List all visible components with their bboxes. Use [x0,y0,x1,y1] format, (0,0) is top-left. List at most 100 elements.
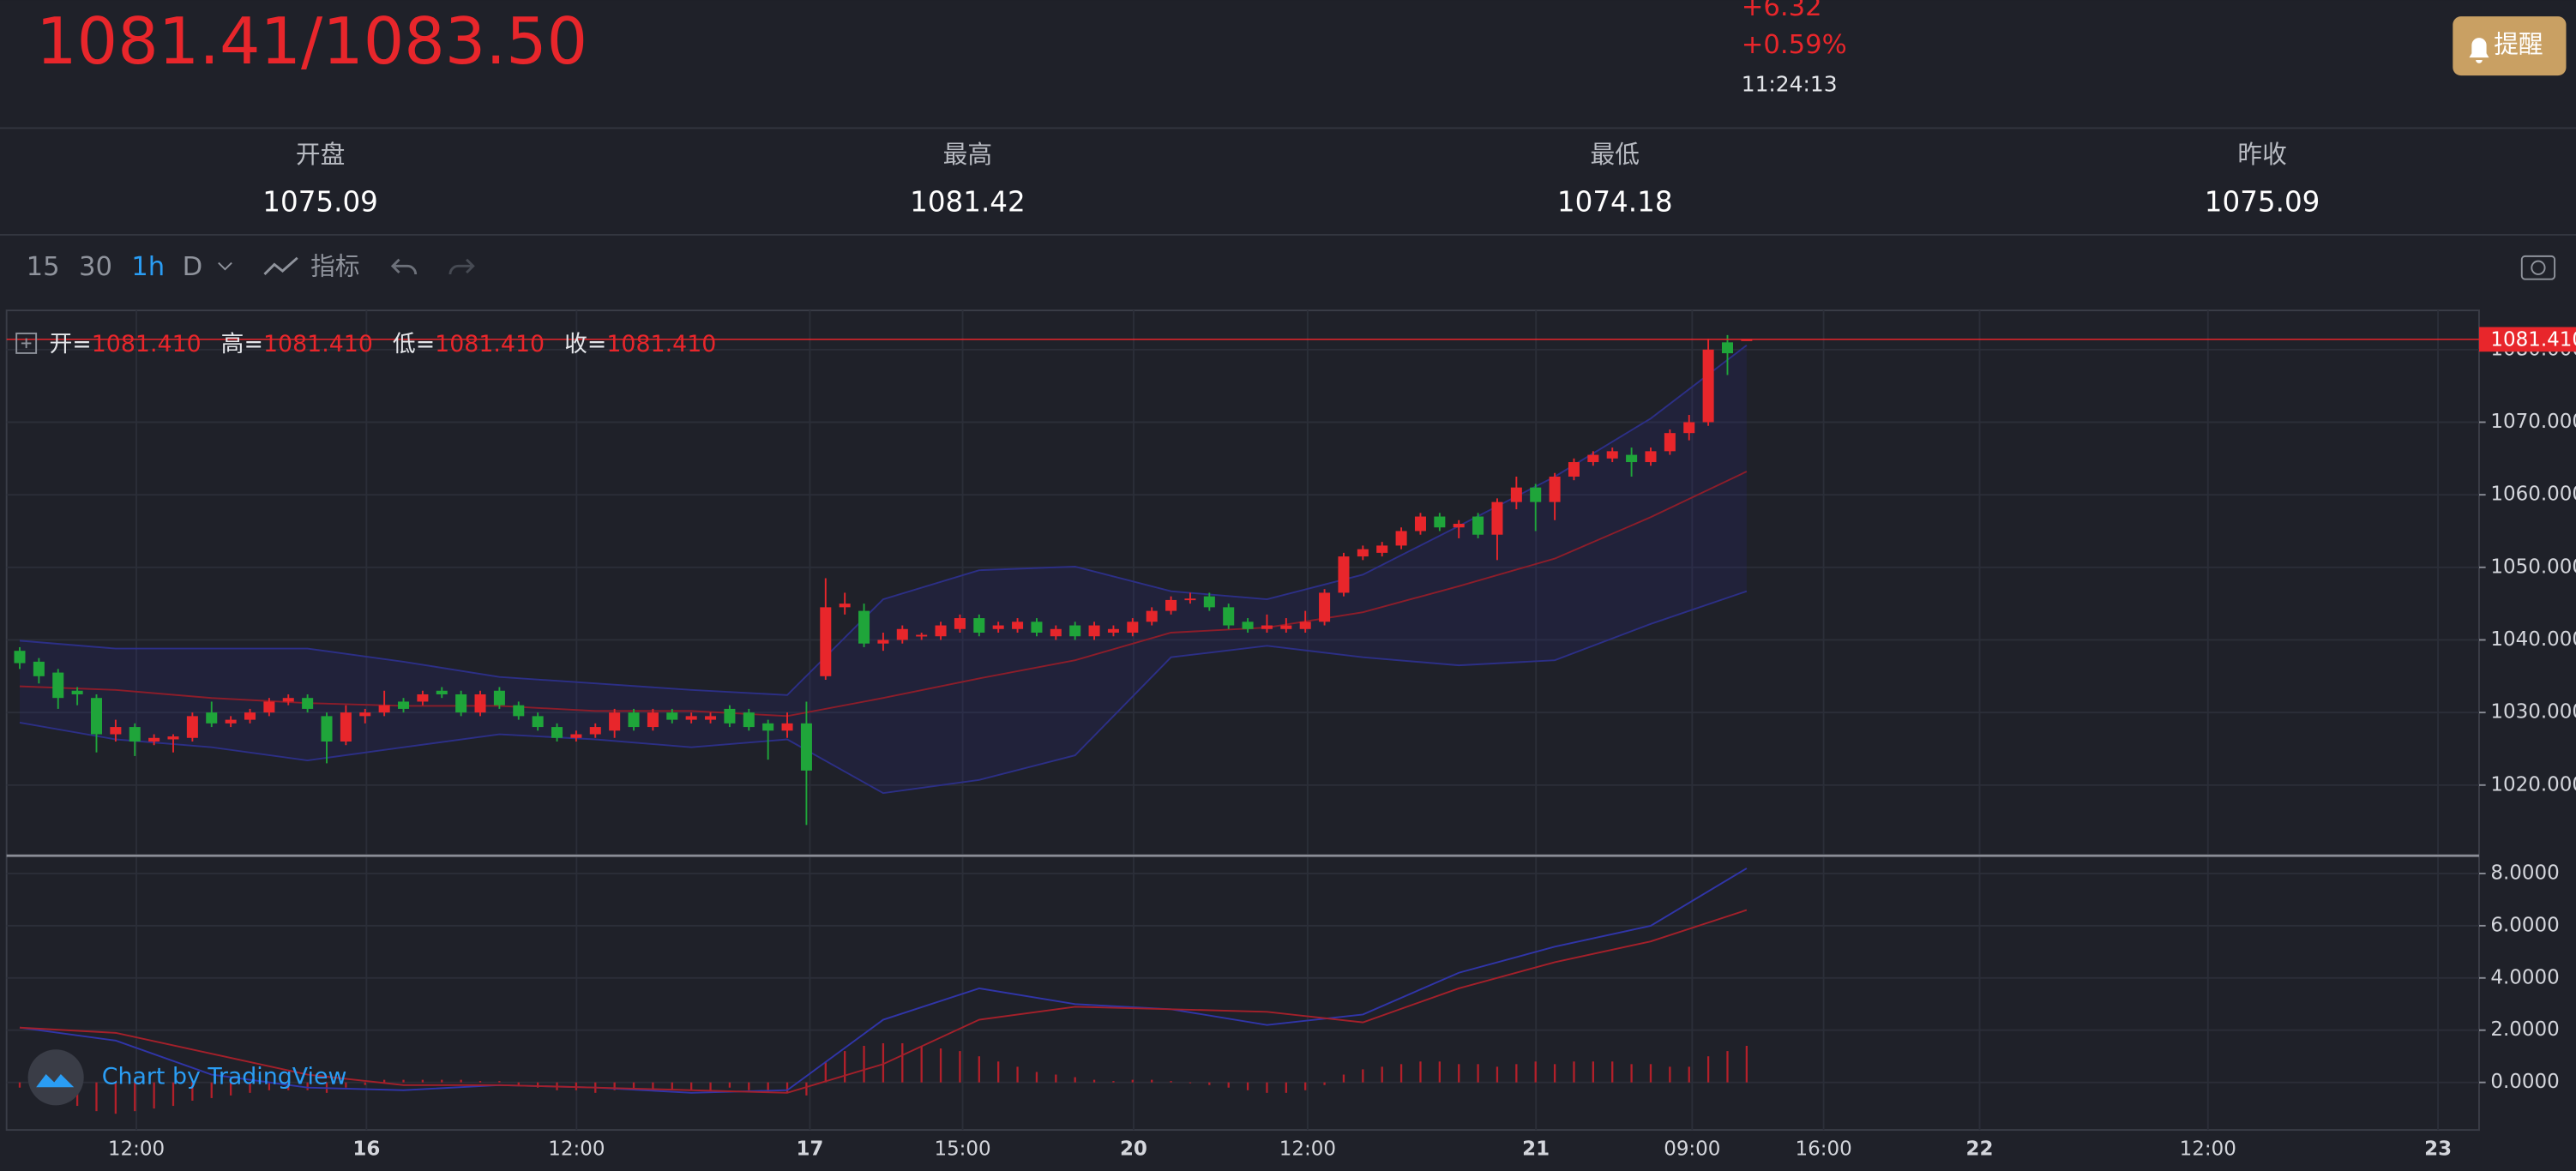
undo-icon[interactable] [390,258,418,275]
histogram-bar [153,1082,155,1109]
histogram-bar [671,1082,673,1090]
candle-body [1510,487,1522,502]
chart-frame [5,309,2480,1132]
redo-icon[interactable] [448,258,475,275]
histogram-bar [1630,1064,1633,1083]
candle-body [1088,625,1100,637]
ohlc-legend [15,332,38,354]
histogram-bar [939,1048,942,1083]
watermark-text: Chart by TradingView [102,1063,347,1090]
histogram-bar [1553,1064,1556,1083]
histogram-bar [767,1082,769,1093]
candle-body [1050,628,1062,637]
histogram-bar [1477,1064,1479,1083]
ohlc-value: 1081.410 [263,331,373,357]
camera-lens[interactable] [2531,260,2546,275]
histogram-bar [785,1082,789,1093]
interval[interactable]: 30 [79,252,112,282]
histogram-bar [441,1079,443,1083]
histogram-bar [1726,1051,1729,1083]
last-price-box [2478,327,2576,352]
candle-body [858,610,870,644]
candle-body [532,716,544,728]
camera-icon[interactable] [2520,255,2556,280]
histogram-bar [191,1082,194,1101]
candle-body [1702,349,1714,423]
candle-body [398,701,410,709]
candle-body [33,661,45,676]
dropdown-caret[interactable] [218,261,232,271]
histogram-bar [1016,1066,1019,1083]
ohlc-value: 1081.410 [435,331,545,357]
x-tick-label: 12:00 [108,1138,165,1161]
histogram-bar [1573,1061,1575,1083]
histogram-bar [1035,1072,1038,1083]
ohlc-value: 1081.410 [92,331,202,357]
histogram-bar [1688,1066,1690,1083]
interval[interactable]: D [183,252,203,282]
candle-body [743,712,755,728]
candle-body [1203,596,1215,608]
interval[interactable]: 15 [27,252,60,282]
candle-body [513,705,525,717]
indicator-icon[interactable] [263,256,298,275]
candle-body [1146,610,1158,622]
x-tick-label: 12:00 [2180,1138,2236,1161]
alert-button[interactable]: 提醒 [2453,16,2567,76]
x-tick-label: 23 [2424,1138,2452,1161]
histogram-bar [1342,1074,1345,1083]
alert-button-label[interactable]: 提醒 [2494,30,2543,59]
candle-body [647,712,659,728]
candle-body [1012,622,1024,629]
candle-body [1626,454,1638,463]
histogram-bar [382,1079,386,1083]
stat-label: 最低 [1591,140,1640,169]
candle-body [1434,516,1446,528]
candle-body [551,727,563,738]
histogram-bar [882,1042,885,1083]
candle-body [1107,628,1119,634]
candle-body [1491,501,1503,535]
camera-body[interactable] [2520,255,2556,280]
bell-icon[interactable] [2469,38,2489,63]
legend-toggle-plus[interactable] [21,338,32,349]
candle-body [493,690,505,706]
candle-body [110,727,122,735]
candle-body [992,625,1004,629]
y-tick-label: 4.0000 [2490,966,2559,988]
histogram-bar [978,1056,980,1083]
stat-value: 1075.09 [262,186,378,219]
histogram-bar [287,1082,290,1090]
candle-body [1664,433,1676,452]
indicator-line [19,868,1748,1094]
histogram-bar [249,1082,251,1093]
indicators-button[interactable]: 指标 [310,251,359,280]
legend-toggle[interactable] [15,332,38,354]
x-tick-label: 17 [796,1138,823,1161]
histogram-bar [402,1079,405,1083]
candle-body [935,625,947,637]
candle-body [839,604,851,608]
change: +6.32 [1742,0,1822,22]
interval-active[interactable]: 1h [131,252,165,282]
histogram-bar [1381,1066,1383,1083]
x-tick-label: 12:00 [548,1138,605,1161]
candle-body [724,708,736,724]
y-tick-label: 2.0000 [2490,1018,2559,1041]
candle-body [225,719,237,724]
histogram-bar [1534,1061,1537,1083]
histogram-bar [1438,1061,1441,1083]
histogram-bar [632,1082,635,1090]
histogram-bar [959,1051,961,1083]
histogram-bar [1092,1079,1096,1083]
candle-body [1357,549,1369,557]
y-tick-label: 1060.000 [2490,483,2576,506]
histogram-bar [1304,1082,1307,1090]
candle-body [1280,625,1292,629]
candle-body [1472,516,1484,535]
histogram-bar [1246,1082,1249,1090]
x-tick-label: 12:00 [1279,1138,1336,1161]
candle-body [1683,422,1695,434]
stat-value: 1074.18 [1557,186,1673,219]
